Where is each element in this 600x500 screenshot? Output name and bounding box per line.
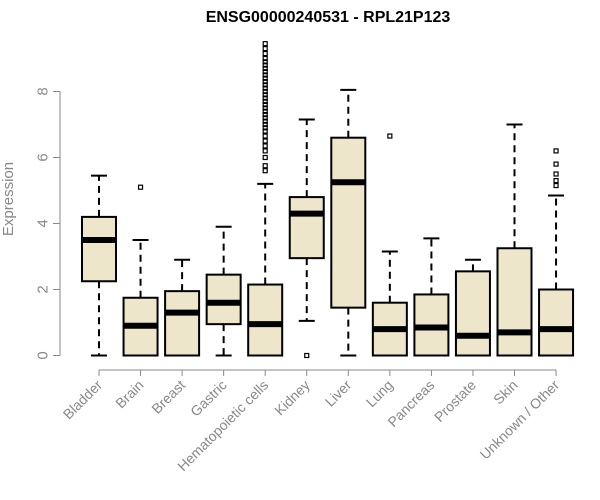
x-tick-label: Kidney [271, 377, 313, 419]
outlier-point [304, 352, 310, 359]
outlier-point [262, 133, 268, 139]
outlier-point [262, 154, 268, 161]
box-iqr [164, 290, 201, 357]
x-tick-label: Brain [112, 377, 146, 411]
outlier-point [262, 41, 268, 47]
x-tick-label: Prostate [431, 377, 479, 425]
y-axis-label: Expression [0, 162, 17, 236]
box-bladder [81, 174, 117, 357]
outlier-point [262, 95, 268, 101]
box-prostate [454, 258, 491, 357]
box-iqr [496, 247, 533, 357]
outlier-point [262, 55, 268, 62]
outlier-point [262, 115, 268, 121]
box-iqr [288, 196, 325, 260]
x-tick-label: Lung [363, 377, 396, 410]
box-iqr [205, 273, 242, 326]
outlier-point [262, 88, 268, 95]
outlier-point [262, 168, 268, 174]
outlier-point [262, 45, 268, 52]
outlier-point [262, 163, 268, 169]
x-tick-label: Bladder [60, 377, 106, 423]
box-iqr [538, 288, 575, 357]
outlier-point [262, 62, 268, 68]
y-axis: 0 2 4 6 8 [35, 87, 61, 360]
outlier-point [553, 178, 559, 184]
outlier-point [262, 65, 268, 72]
outlier-point [262, 148, 268, 154]
outlier-point [262, 108, 268, 114]
outlier-point [262, 92, 268, 98]
outlier-point [262, 105, 268, 111]
x-tick-label: Skin [490, 377, 521, 408]
box-iqr [330, 136, 367, 309]
box-kidney [288, 118, 325, 359]
outlier-point [387, 133, 393, 139]
outlier-point [262, 85, 268, 91]
outlier-point [262, 72, 268, 78]
box-gastric [205, 225, 242, 357]
box-hematopoietic-cells [247, 41, 284, 357]
box-lung [371, 133, 408, 357]
boxes-layer [81, 41, 575, 359]
outlier-point [262, 138, 268, 144]
box-unknown-other [538, 148, 575, 357]
outlier-point [137, 184, 144, 190]
outlier-point [262, 102, 268, 108]
outlier-point [262, 75, 268, 81]
outlier-point [262, 69, 268, 75]
outlier-point [262, 143, 268, 149]
box-pancreas [413, 237, 450, 357]
outlier-point [553, 148, 559, 154]
outlier-point [262, 98, 268, 105]
x-tick-label: Liver [322, 377, 355, 410]
outlier-point [262, 118, 268, 124]
box-brain [122, 184, 159, 357]
outlier-point [262, 78, 268, 85]
chart-title: ENSG00000240531 - RPL21P123 [206, 9, 451, 26]
box-iqr [454, 270, 491, 357]
box-iqr [81, 215, 117, 283]
x-tick-label: Unknown / Other [477, 377, 563, 463]
y-tick-label: 2 [35, 285, 52, 293]
y-tick-label: 8 [35, 87, 52, 95]
box-skin [496, 123, 533, 357]
y-tick-label: 4 [35, 219, 52, 227]
box-iqr [247, 283, 284, 357]
outlier-point [553, 161, 559, 167]
box-breast [164, 258, 201, 357]
outlier-point [262, 121, 268, 128]
outlier-point [262, 82, 268, 88]
box-liver [330, 88, 367, 357]
outlier-point [262, 111, 268, 118]
outlier-point [262, 128, 268, 134]
outlier-point [553, 171, 559, 177]
outlier-point [262, 50, 268, 57]
outlier-point [553, 182, 559, 189]
x-tick-label: Breast [148, 377, 188, 417]
y-tick-label: 0 [35, 351, 52, 359]
outlier-point [262, 59, 268, 65]
y-tick-label: 6 [35, 153, 52, 161]
outlier-point [262, 125, 268, 131]
